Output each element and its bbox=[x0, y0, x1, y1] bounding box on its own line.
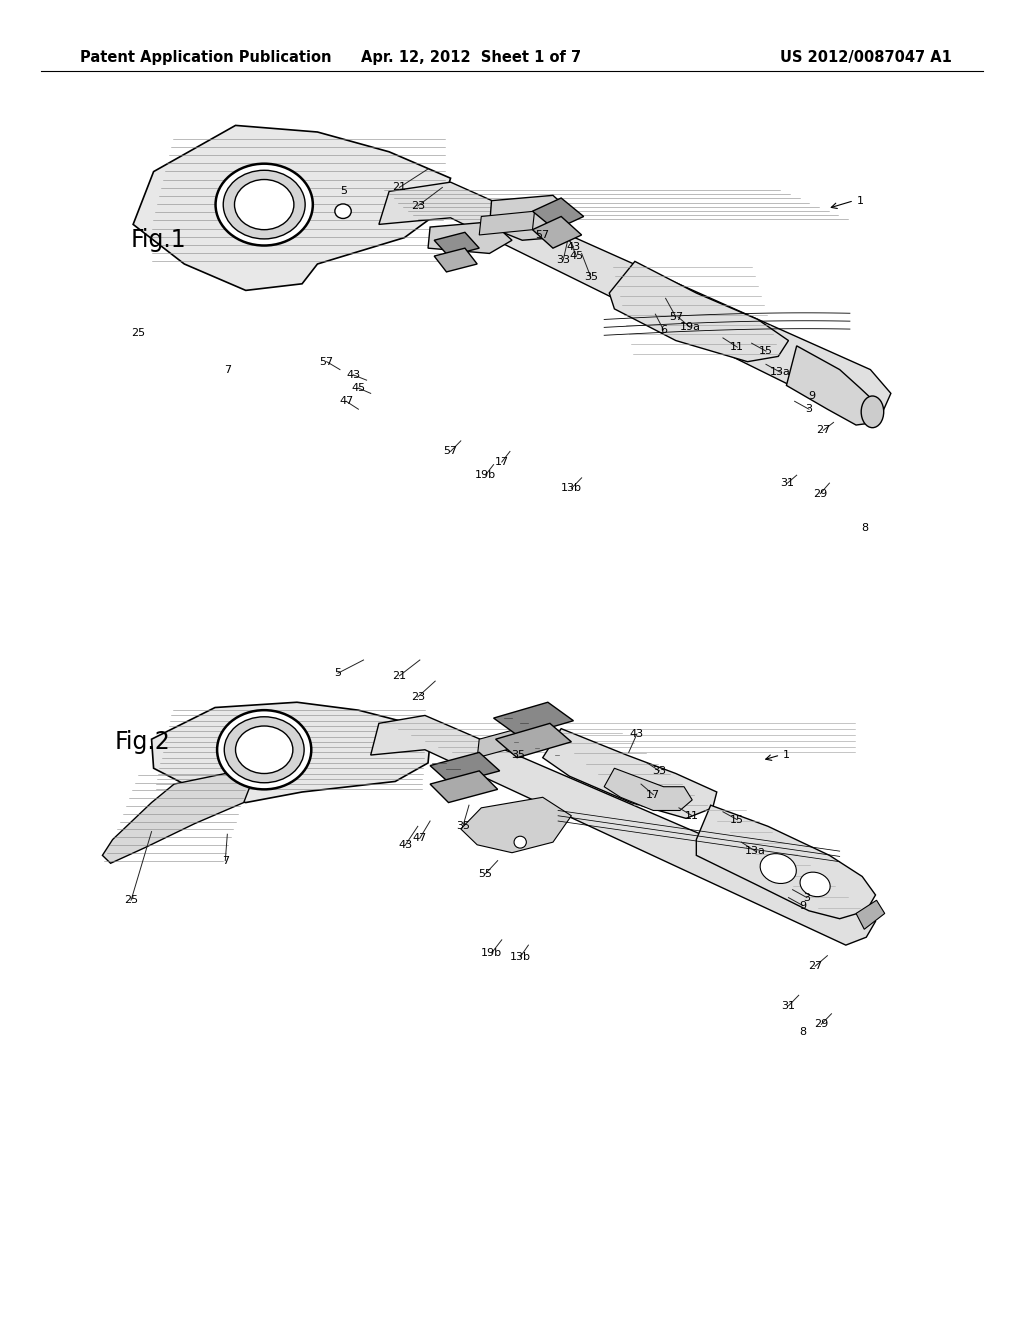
Text: 8: 8 bbox=[800, 1027, 806, 1038]
Text: 6: 6 bbox=[660, 325, 667, 335]
Text: 57: 57 bbox=[443, 446, 458, 457]
Ellipse shape bbox=[224, 717, 304, 783]
Text: 7: 7 bbox=[224, 364, 230, 375]
Polygon shape bbox=[543, 729, 717, 818]
Text: 13b: 13b bbox=[561, 483, 582, 494]
Polygon shape bbox=[379, 182, 891, 420]
Text: 43: 43 bbox=[630, 729, 644, 739]
Text: 3: 3 bbox=[804, 892, 810, 903]
Polygon shape bbox=[434, 232, 479, 256]
Text: 7: 7 bbox=[222, 855, 228, 866]
Text: 57: 57 bbox=[669, 312, 683, 322]
Polygon shape bbox=[428, 222, 512, 253]
Polygon shape bbox=[371, 715, 876, 945]
Text: 5: 5 bbox=[341, 186, 347, 197]
Polygon shape bbox=[532, 216, 582, 248]
Polygon shape bbox=[461, 797, 571, 853]
Text: 17: 17 bbox=[646, 789, 660, 800]
Text: 21: 21 bbox=[392, 182, 407, 193]
Text: 11: 11 bbox=[685, 810, 699, 821]
Text: 31: 31 bbox=[780, 478, 795, 488]
Text: 43: 43 bbox=[566, 242, 581, 252]
Text: 13b: 13b bbox=[510, 952, 530, 962]
Text: 17: 17 bbox=[495, 457, 509, 467]
Text: 19b: 19b bbox=[481, 948, 502, 958]
Ellipse shape bbox=[234, 180, 294, 230]
Text: 45: 45 bbox=[569, 251, 584, 261]
Text: 1: 1 bbox=[857, 195, 863, 206]
Text: 27: 27 bbox=[816, 425, 830, 436]
Text: 47: 47 bbox=[413, 833, 427, 843]
Polygon shape bbox=[434, 248, 477, 272]
Text: 47: 47 bbox=[339, 396, 353, 407]
Text: 43: 43 bbox=[398, 840, 413, 850]
Text: 27: 27 bbox=[808, 961, 822, 972]
Text: 19a: 19a bbox=[680, 322, 700, 333]
Polygon shape bbox=[489, 195, 573, 240]
Polygon shape bbox=[609, 261, 788, 362]
Text: 15: 15 bbox=[759, 346, 773, 356]
Text: 31: 31 bbox=[781, 1001, 796, 1011]
Polygon shape bbox=[430, 752, 500, 784]
Polygon shape bbox=[152, 702, 430, 803]
Text: 57: 57 bbox=[536, 230, 550, 240]
Ellipse shape bbox=[216, 164, 313, 246]
Text: 55: 55 bbox=[478, 869, 493, 879]
Ellipse shape bbox=[217, 710, 311, 789]
Text: US 2012/0087047 A1: US 2012/0087047 A1 bbox=[780, 50, 952, 65]
Ellipse shape bbox=[236, 726, 293, 774]
Polygon shape bbox=[856, 900, 885, 929]
Text: 29: 29 bbox=[814, 1019, 828, 1030]
Polygon shape bbox=[532, 198, 584, 230]
Ellipse shape bbox=[335, 205, 351, 218]
Text: 5: 5 bbox=[335, 668, 341, 678]
Text: 35: 35 bbox=[584, 272, 598, 282]
Text: 19b: 19b bbox=[475, 470, 496, 480]
Text: 13a: 13a bbox=[745, 846, 766, 857]
Ellipse shape bbox=[800, 873, 830, 896]
Polygon shape bbox=[477, 729, 518, 758]
Text: 23: 23 bbox=[411, 692, 425, 702]
Polygon shape bbox=[496, 723, 571, 758]
Polygon shape bbox=[786, 346, 883, 425]
Text: 9: 9 bbox=[800, 900, 806, 911]
Text: 33: 33 bbox=[556, 255, 570, 265]
Text: 15: 15 bbox=[730, 814, 744, 825]
Text: 8: 8 bbox=[862, 523, 868, 533]
Text: 1: 1 bbox=[783, 750, 790, 760]
Polygon shape bbox=[133, 125, 451, 290]
Text: 13a: 13a bbox=[770, 367, 791, 378]
Text: 33: 33 bbox=[652, 766, 667, 776]
Polygon shape bbox=[430, 771, 498, 803]
Text: 35: 35 bbox=[456, 821, 470, 832]
Ellipse shape bbox=[514, 837, 526, 849]
Text: 9: 9 bbox=[809, 391, 815, 401]
Text: 35: 35 bbox=[511, 750, 525, 760]
Text: 11: 11 bbox=[730, 342, 744, 352]
Text: 45: 45 bbox=[351, 383, 366, 393]
Text: Patent Application Publication: Patent Application Publication bbox=[80, 50, 332, 65]
Ellipse shape bbox=[223, 170, 305, 239]
Ellipse shape bbox=[760, 854, 797, 883]
Polygon shape bbox=[479, 211, 535, 235]
Text: 29: 29 bbox=[813, 488, 827, 499]
Text: 21: 21 bbox=[392, 671, 407, 681]
Text: 57: 57 bbox=[319, 356, 334, 367]
Text: 23: 23 bbox=[411, 201, 425, 211]
Ellipse shape bbox=[861, 396, 884, 428]
Text: 25: 25 bbox=[131, 327, 145, 338]
Text: Fig.1: Fig.1 bbox=[131, 228, 186, 252]
Polygon shape bbox=[494, 702, 573, 737]
Text: 3: 3 bbox=[806, 404, 812, 414]
Polygon shape bbox=[604, 768, 692, 810]
Polygon shape bbox=[696, 805, 876, 919]
Text: Fig.2: Fig.2 bbox=[115, 730, 170, 754]
Polygon shape bbox=[102, 774, 251, 863]
Text: Apr. 12, 2012  Sheet 1 of 7: Apr. 12, 2012 Sheet 1 of 7 bbox=[361, 50, 581, 65]
Text: 25: 25 bbox=[124, 895, 138, 906]
Text: 43: 43 bbox=[346, 370, 360, 380]
